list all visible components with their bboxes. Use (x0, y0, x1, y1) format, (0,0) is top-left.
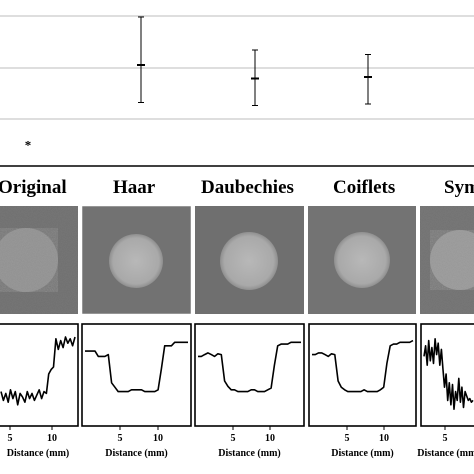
top-chart-frame (0, 0, 474, 167)
profile-daubechies: 5 10 Distance (mm) (194, 323, 305, 459)
disc (109, 234, 163, 288)
profile-frame (194, 323, 305, 427)
profile-xlabel: Distance (mm) (105, 448, 167, 459)
disc (430, 230, 474, 290)
tile-haar (81, 205, 192, 315)
disc (334, 232, 390, 288)
profile-frame (81, 323, 192, 427)
column-headers: Original Haar Daubechies Coiflets Symlet… (0, 177, 474, 198)
profile-xlabel: Distance (mm) (7, 448, 69, 459)
disc (220, 232, 278, 290)
image-row (0, 205, 474, 315)
profile-haar: 5 10 Distance (mm) (81, 323, 192, 459)
tick-label: 5 (118, 433, 123, 444)
profile-frame (308, 323, 417, 427)
tick-label: 10 (265, 433, 275, 444)
profile-line (312, 339, 414, 393)
point-marker: * (25, 138, 32, 153)
tick-label: 10 (153, 433, 163, 444)
tick-label: 5 (443, 433, 448, 444)
profile-coiflets: 5 10 Distance (mm) (308, 323, 417, 459)
header-haar: Haar (113, 177, 156, 198)
profile-original: 5 10 Distance (mm) (0, 323, 79, 459)
profile-frame (420, 323, 474, 427)
tick-label: 5 (231, 433, 236, 444)
profile-line (0, 336, 76, 406)
header-daubechies: Daubechies (201, 177, 294, 198)
header-original: Original (0, 177, 67, 198)
disc (0, 228, 58, 292)
tile-coiflets (308, 206, 416, 314)
profile-xlabel: Distance (mm) (218, 448, 280, 459)
tile-symlets (420, 206, 474, 314)
tick-label: 5 (345, 433, 350, 444)
tile-original (0, 206, 78, 314)
tick-label: 10 (47, 433, 57, 444)
tile-daubechies (195, 206, 304, 314)
profile-line (423, 338, 474, 410)
top-chart: * (0, 0, 474, 167)
profile-line (85, 341, 188, 393)
profile-line (198, 341, 301, 393)
tick-label: 10 (379, 433, 389, 444)
profile-row: 5 10 Distance (mm) 5 10 Distance (mm) 5 10 Dista… (0, 323, 474, 459)
header-symlets: Symlets (444, 177, 474, 198)
tick-label: 5 (8, 433, 13, 444)
profile-xlabel: Distance (mm) (417, 448, 474, 459)
profile-xlabel: Distance (mm) (331, 448, 393, 459)
header-coiflets: Coiflets (333, 177, 395, 198)
